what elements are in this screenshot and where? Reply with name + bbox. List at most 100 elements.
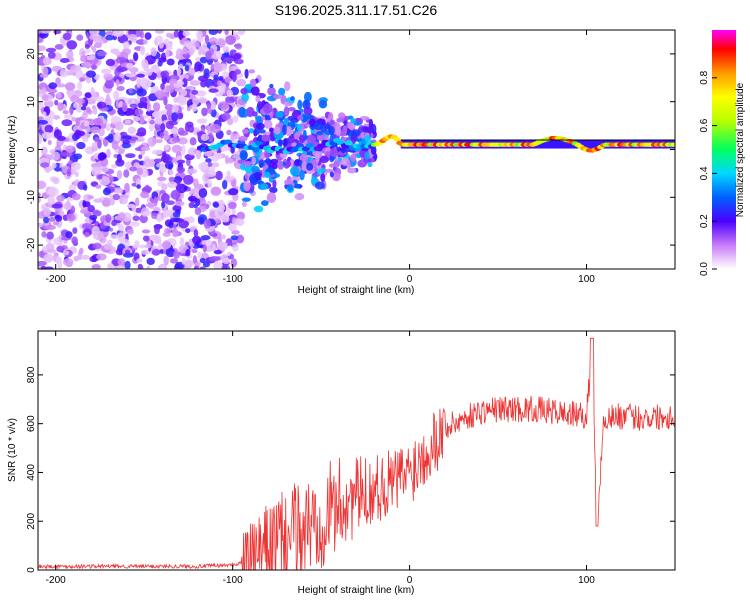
spectrogram-cell: [38, 134, 43, 145]
spectrogram-cell: [168, 163, 173, 171]
spectrogram-cell: [172, 250, 180, 259]
snr-frame: [37, 330, 676, 571]
spectrogram-cell: [146, 195, 153, 205]
spectrogram-cell: [57, 135, 66, 142]
spectrogram-cell: [362, 157, 372, 164]
spectrogram-cell: [165, 32, 173, 38]
spectrogram-cell: [187, 216, 195, 224]
spectrogram-cell: [162, 241, 172, 249]
spectrogram-cell: [161, 201, 166, 209]
spectrogram-cell: [83, 120, 90, 127]
spectrogram-cell: [151, 212, 158, 220]
spectrogram-cell: [151, 111, 163, 119]
spectrogram-cell: [74, 129, 82, 140]
spectrogram-cell: [303, 106, 313, 116]
spectrogram-cell: [96, 101, 107, 109]
spectrogram-cell: [79, 77, 84, 82]
spectrogram-cell: [73, 102, 80, 109]
spectrogram-cell: [185, 249, 191, 257]
spectrogram-cell: [261, 134, 271, 142]
spectrogram-cell: [123, 252, 134, 258]
spectrogram-cell: [223, 57, 235, 62]
spectrogram-cell: [115, 159, 125, 167]
spectrogram-cell: [294, 159, 301, 166]
spectrogram-cell: [47, 139, 52, 146]
spectrogram-cell: [78, 247, 84, 255]
spectrogram-cell: [81, 111, 88, 120]
spectrogram-cell: [222, 46, 230, 53]
spectrogram-cell: [38, 196, 41, 204]
spectrogram-cell: [143, 114, 148, 119]
spectrogram-cell: [38, 37, 44, 44]
spectrogram-cell: [251, 111, 258, 117]
spectrogram-cell: [269, 186, 278, 194]
spectrogram-cell: [201, 107, 208, 117]
spectrogram-cell: [200, 79, 208, 88]
spectrogram-cell: [43, 266, 54, 269]
spectrogram-cell: [243, 180, 251, 192]
spectrogram-cell: [134, 197, 140, 207]
spectrogram-cell: [159, 132, 164, 139]
spectrogram-cell: [132, 215, 140, 222]
spectrogram-cell: [260, 200, 269, 207]
spectrogram-cell: [42, 111, 47, 118]
spectrogram-cell: [234, 218, 245, 227]
spectrogram-cell: [61, 119, 73, 127]
spectrogram-cell: [206, 101, 212, 109]
spectrogram-cell: [66, 168, 71, 177]
spectrogram-cell: [171, 227, 179, 238]
spectrogram-cell: [38, 45, 46, 52]
spectrogram-cell: [178, 30, 184, 41]
spectrogram-cell: [143, 158, 153, 168]
spectrogram-cell: [290, 176, 300, 183]
spectrogram-cell: [234, 69, 242, 75]
snr-ytick-label: 400: [26, 464, 37, 481]
spectrogram-cell: [90, 86, 95, 97]
spectrogram-cell: [197, 98, 208, 104]
spectrogram-cell: [333, 172, 341, 182]
colorbar-tick-label: 0.4: [699, 166, 710, 180]
spectrogram-cell: [40, 146, 48, 156]
spectrogram-cell: [162, 151, 167, 158]
snr-ylabel: SNR (10 * v/v): [7, 418, 18, 482]
spectrogram-cell: [670, 142, 675, 147]
spectrogram-cell: [199, 266, 207, 269]
spectrogram-cell: [241, 197, 251, 202]
spectrogram-cell: [248, 128, 254, 134]
spectrogram-cell: [216, 30, 223, 34]
spectrogram-cell: [269, 158, 279, 164]
spectrogram-cell: [86, 98, 96, 105]
spectrogram-cell: [53, 115, 61, 120]
spectrogram-cell: [154, 30, 165, 34]
spectrogram-cell: [95, 184, 102, 189]
spectrogram-cell: [62, 32, 72, 41]
spectrogram-cell: [132, 115, 140, 122]
spectrogram-cell: [393, 137, 401, 142]
spectrogram-cell: [64, 82, 76, 91]
spectrogram-cell: [246, 110, 254, 118]
spectrogram-cell: [86, 106, 91, 113]
spectrogram-cell: [164, 144, 170, 151]
spectrogram-cell: [197, 251, 202, 259]
spectrogram-cell: [194, 207, 202, 216]
spectrogram-cell: [150, 47, 157, 57]
spectrogram-cell: [91, 264, 101, 269]
spectrogram-cell: [273, 126, 281, 135]
spectrogram-cell: [164, 103, 175, 111]
spectrogram-cell: [249, 78, 257, 88]
colorbar: 0.0 0.2 0.4 0.6 0.8 Normalized spectral ampl…: [699, 30, 746, 276]
snr-xlabel: Height of straight line (km): [298, 585, 415, 596]
spectrogram-cell: [56, 194, 65, 202]
spectrogram-cell: [88, 30, 95, 35]
spectrogram-cell: [131, 205, 137, 213]
spectrogram-cell: [43, 216, 50, 224]
spectrogram-cell: [148, 234, 158, 241]
spectrogram-cell: [108, 197, 116, 206]
spectrogram-cell: [115, 248, 124, 256]
spectrogram-cell: [172, 211, 181, 218]
colorbar-tick-label: 0.6: [699, 118, 710, 132]
spectrogram-cell: [287, 136, 296, 144]
spectrogram-cell: [117, 265, 124, 269]
spectrogram-cell: [54, 99, 59, 106]
